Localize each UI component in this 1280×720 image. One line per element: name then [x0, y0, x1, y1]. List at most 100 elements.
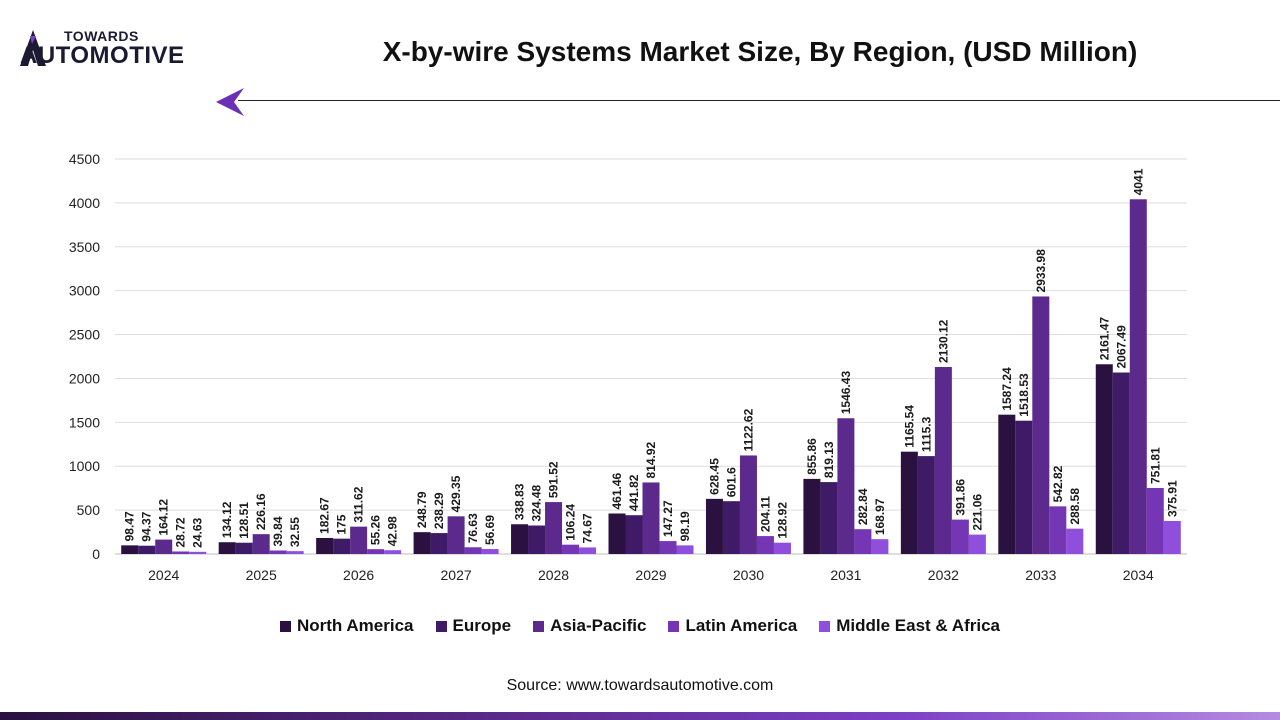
- data-label: 461.46: [610, 472, 624, 509]
- bar-middle-east-africa: [1066, 528, 1084, 554]
- bar-chart: 0 500 1000 1500 2000 2500 3000 3500 4000 4500 98.4…: [69, 151, 1187, 583]
- legend-swatch: [668, 620, 680, 632]
- x-tick-label: 2034: [1123, 567, 1154, 583]
- y-tick-label: 1000: [69, 458, 100, 474]
- y-tick-label: 2000: [69, 370, 100, 386]
- data-label: 175: [335, 514, 349, 534]
- bar-europe: [235, 542, 253, 554]
- x-tick-label: 2030: [733, 567, 764, 583]
- data-label: 628.45: [707, 458, 721, 495]
- data-label: 2933.98: [1034, 249, 1048, 293]
- data-label: 106.24: [564, 504, 578, 541]
- bar-latin-america: [562, 544, 580, 554]
- legend-item-asia-pacific: Asia-Pacific: [533, 616, 646, 636]
- data-label: 542.82: [1051, 465, 1065, 502]
- arrow-left-icon: [216, 88, 244, 116]
- data-label: 238.29: [432, 492, 446, 529]
- data-label: 375.91: [1165, 480, 1179, 517]
- data-label: 128.92: [775, 502, 789, 539]
- bar-asia-pacific: [934, 367, 952, 554]
- bar-europe: [333, 538, 351, 554]
- bar-latin-america: [269, 550, 287, 554]
- bar-north-america: [608, 513, 626, 554]
- data-label: 282.84: [856, 488, 870, 525]
- data-label: 94.37: [140, 511, 154, 541]
- legend-label: Latin America: [685, 616, 798, 635]
- legend-label: Europe: [452, 616, 512, 635]
- data-label: 441.82: [627, 474, 641, 511]
- bar-north-america: [900, 451, 918, 554]
- bar-north-america: [705, 498, 723, 554]
- bar-asia-pacific: [1129, 199, 1147, 555]
- bar-asia-pacific: [739, 455, 757, 554]
- bar-north-america: [1095, 364, 1113, 554]
- data-label: 4041: [1131, 168, 1145, 195]
- bar-latin-america: [756, 536, 774, 554]
- bar-asia-pacific: [545, 502, 563, 554]
- data-label: 248.79: [415, 491, 429, 528]
- data-label: 429.35: [449, 475, 463, 512]
- data-label: 311.62: [352, 486, 366, 522]
- bar-latin-america: [659, 541, 677, 554]
- bar-asia-pacific: [252, 534, 270, 554]
- chart-title: X-by-wire Systems Market Size, By Region…: [382, 36, 1138, 67]
- x-tick-label: 2024: [148, 567, 179, 583]
- legend: North America Europe Asia-Pacific Latin …: [0, 616, 1280, 636]
- y-tick-label: 4000: [69, 195, 100, 211]
- bar-europe: [625, 515, 643, 554]
- y-tick-label: 3500: [69, 239, 100, 255]
- data-label: 98.19: [678, 511, 692, 541]
- x-tick-label: 2029: [635, 567, 666, 583]
- footer-bar: [0, 712, 1280, 720]
- bar-latin-america: [464, 547, 482, 554]
- bar-latin-america: [367, 549, 385, 554]
- bar-middle-east-africa: [676, 545, 694, 554]
- data-label: 814.92: [644, 441, 658, 478]
- data-label: 164.12: [157, 499, 171, 536]
- x-tick-label: 2032: [928, 567, 959, 583]
- bar-middle-east-africa: [871, 539, 889, 554]
- legend-swatch: [533, 620, 545, 632]
- bar-latin-america: [951, 519, 969, 554]
- brand-logo: TOWARDS AUTOMOTIVE: [20, 26, 230, 70]
- bar-north-america: [413, 532, 431, 554]
- data-label: 98.47: [123, 511, 137, 541]
- data-label: 1518.53: [1017, 373, 1031, 417]
- data-label: 226.16: [254, 493, 268, 530]
- bar-middle-east-africa: [481, 549, 499, 554]
- y-tick-label: 0: [92, 546, 100, 562]
- bar-north-america: [803, 478, 821, 554]
- bar-europe: [430, 533, 448, 554]
- bar-europe: [1015, 420, 1033, 554]
- legend-swatch: [435, 620, 447, 632]
- source-note: Source: www.towardsautomotive.com: [506, 677, 774, 694]
- data-label: 182.67: [318, 497, 332, 534]
- y-tick-label: 3000: [69, 283, 100, 299]
- data-label: 2161.47: [1097, 317, 1111, 361]
- data-label: 1546.43: [839, 371, 853, 415]
- x-tick-label: 2031: [830, 567, 861, 583]
- data-label: 128.51: [237, 502, 251, 539]
- brand-bottom-text: AUTOMOTIVE: [20, 42, 185, 69]
- bar-asia-pacific: [837, 418, 855, 554]
- legend-label: Middle East & Africa: [836, 616, 1000, 635]
- data-label: 55.26: [369, 515, 383, 545]
- bar-middle-east-africa: [384, 550, 402, 554]
- bar-middle-east-africa: [773, 542, 791, 554]
- data-label: 204.11: [758, 496, 772, 532]
- data-label: 1115.3: [919, 416, 933, 452]
- y-tick-label: 500: [77, 502, 101, 518]
- legend-label: Asia-Pacific: [550, 616, 647, 635]
- bar-middle-east-africa: [1163, 521, 1181, 554]
- data-label: 751.81: [1148, 447, 1162, 484]
- data-label: 1122.62: [741, 408, 755, 451]
- y-tick-label: 2500: [69, 327, 100, 343]
- data-label: 2067.49: [1114, 325, 1128, 369]
- data-label: 288.58: [1068, 488, 1082, 525]
- data-label: 601.6: [724, 467, 738, 497]
- bar-latin-america: [854, 529, 872, 554]
- legend-swatch: [819, 620, 831, 632]
- bar-north-america: [511, 524, 529, 554]
- data-label: 338.83: [513, 483, 527, 520]
- legend-label: North America: [296, 616, 414, 635]
